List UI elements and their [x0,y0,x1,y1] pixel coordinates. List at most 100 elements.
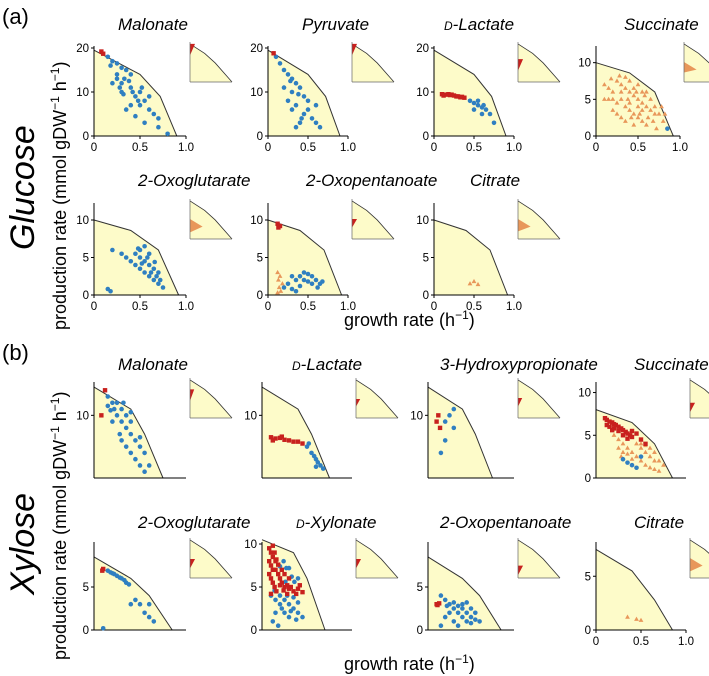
point-blue [151,277,157,283]
point-blue [128,431,134,437]
inset-boundary [189,43,233,83]
point-blue [295,600,301,605]
point-red [300,589,305,595]
point-blue [110,80,115,86]
point-blue [438,593,444,598]
title-text: 2-Oxopentanoate [305,171,437,190]
point-red [267,559,272,564]
inset-region [684,43,709,82]
point-blue [126,582,132,587]
point-red [607,424,612,429]
point-blue [142,98,147,104]
point-blue [313,102,319,108]
point-blue [270,619,276,624]
subplot-citrate: Citrate 0 5 0 0.5 1.0 [585,513,709,648]
point-red [270,554,275,560]
x-tick-label: 1.0 [340,142,356,154]
point-blue [119,80,124,86]
point-blue [119,65,124,71]
point-blue [447,413,452,418]
point-blue [108,408,113,413]
point-orange [638,617,644,622]
point-blue [282,597,287,603]
y-tick-label: 10 [250,87,263,99]
point-orange [642,93,648,98]
point-blue [438,450,444,456]
point-orange [659,104,664,109]
point-blue [293,617,299,622]
point-orange [652,449,657,454]
x-tick-label: 0 [265,142,271,154]
point-blue [137,102,143,108]
point-blue [110,58,115,64]
point-blue [317,124,323,130]
x-tick-label: 1.0 [678,636,694,648]
point-orange [618,96,624,101]
point-blue [135,246,141,251]
point-red [285,591,290,597]
point-orange [628,115,634,120]
point-orange [635,96,641,101]
subplot-title: D-Xylonate [296,513,377,532]
y-tick-label: 5 [83,253,89,265]
point-blue [444,603,450,609]
inset [189,199,233,240]
point-blue [286,601,292,607]
point-blue [157,277,163,283]
point-orange [606,96,611,101]
point-blue [442,597,448,603]
y-tick-label: 20 [76,43,89,55]
point-blue [133,94,138,99]
point-blue [301,94,307,99]
point-orange [623,85,628,90]
point-blue [151,619,157,624]
y-tick-label: 20 [416,43,429,55]
y-tick-label: 0 [251,625,257,637]
point-blue [135,98,141,104]
point-blue [273,597,278,603]
title-text: Citrate [634,513,684,532]
point-blue [273,54,279,60]
y-tick-label: 10 [244,539,257,551]
y-tick-label: 0 [417,625,423,637]
point-red [272,550,277,555]
point-blue [108,570,113,575]
point-blue [119,438,124,443]
y-tick-label: 20 [250,43,263,55]
point-red [604,422,609,428]
point-red [295,439,301,444]
point-blue [108,63,113,68]
feasible-boundary [595,409,673,479]
point-orange [648,107,653,112]
y-tick-label: 0 [585,473,591,485]
point-blue [142,469,147,475]
point-blue [293,124,299,130]
point-blue [305,279,311,284]
point-blue [133,113,138,119]
point-blue [151,111,157,117]
point-blue [137,89,143,95]
title-dash: - [453,15,459,34]
point-orange [650,118,656,123]
point-blue [281,285,287,290]
point-red [638,437,644,442]
y-tick-label: 10 [410,410,423,422]
point-red [274,589,279,594]
point-blue [128,601,134,607]
point-blue [309,281,315,287]
point-red [291,589,296,594]
point-blue [114,76,120,82]
feasible-region [268,220,342,295]
inset-wedge [190,219,203,233]
point-red [295,586,301,591]
point-orange [618,89,624,94]
point-orange [623,118,628,123]
point-blue [277,61,283,66]
point-blue [300,614,305,620]
point-blue [123,425,129,431]
point-blue [105,394,111,399]
point-orange [647,465,653,470]
point-blue [315,460,321,465]
point-red [437,425,443,431]
